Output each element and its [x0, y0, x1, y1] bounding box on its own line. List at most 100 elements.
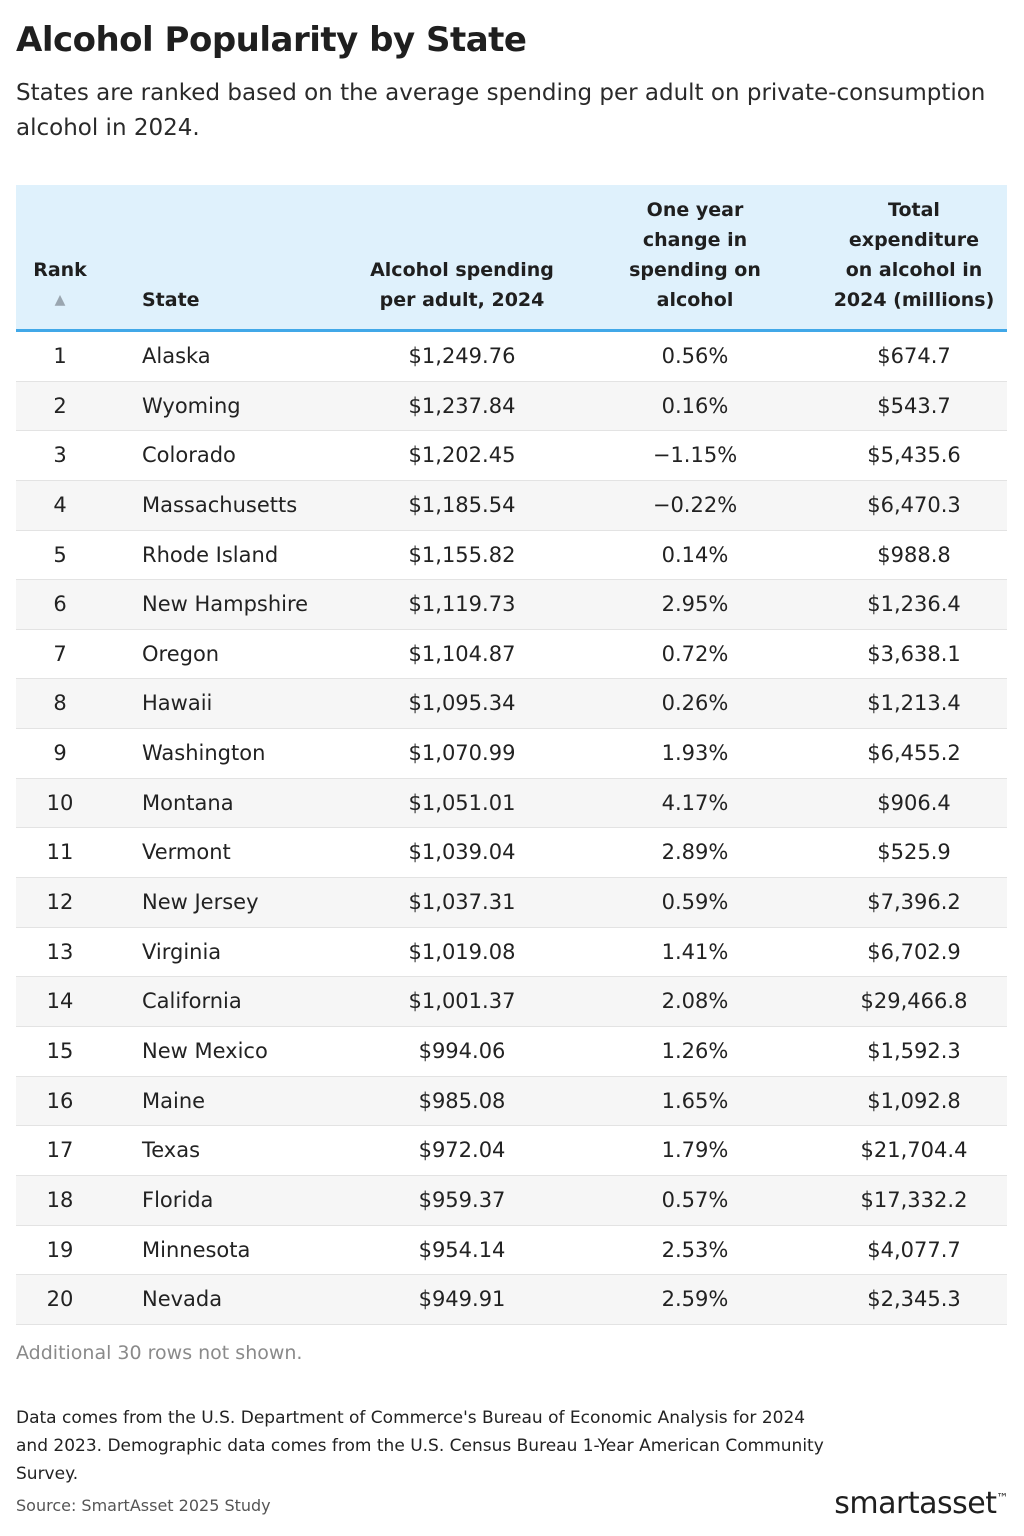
sort-ascending-icon[interactable]: ▲: [54, 292, 66, 308]
spending-cell: $1,202.45: [408, 443, 516, 468]
spending-cell: $1,237.84: [408, 393, 516, 418]
change-cell: 0.14%: [661, 542, 729, 567]
column-header-spending[interactable]: Alcohol spending per adult, 2024: [362, 255, 562, 315]
rank-cell: 17: [46, 1138, 74, 1163]
change-cell: 1.79%: [661, 1138, 729, 1163]
total-cell: $5,435.6: [867, 443, 961, 468]
change-cell: −1.15%: [652, 443, 738, 468]
spending-cell: $1,155.82: [408, 542, 516, 567]
state-cell: Alaska: [142, 344, 211, 368]
rank-cell: 6: [53, 592, 67, 617]
rank-cell: 18: [46, 1187, 74, 1212]
change-cell: −0.22%: [652, 492, 738, 517]
column-header-rank[interactable]: Rank ▲: [16, 255, 104, 315]
spending-cell: $1,019.08: [408, 939, 516, 964]
total-cell: $17,332.2: [860, 1187, 968, 1212]
table-row: 18 Florida $959.37 0.57% $17,332.2: [16, 1175, 1007, 1226]
table-row: 15 New Mexico $994.06 1.26% $1,592.3: [16, 1027, 1007, 1077]
total-header-line: Total: [888, 199, 940, 221]
more-rows-note: Additional 30 rows not shown.: [16, 1342, 303, 1364]
table-row: 3 Colorado $1,202.45 −1.15% $5,435.6: [16, 431, 1007, 481]
state-cell: New Jersey: [142, 890, 259, 915]
table-body: 1 Alaska $1,249.76 0.56% $674.7 2 Wyoming $1,23…: [16, 332, 1007, 1325]
change-header-line: alcohol: [656, 289, 734, 311]
table-row: 16 Maine $985.08 1.65% $1,092.8: [16, 1076, 1007, 1127]
rank-cell: 13: [46, 939, 74, 964]
rank-cell: 12: [46, 890, 74, 915]
state-cell: Texas: [142, 1138, 201, 1163]
total-cell: $674.7: [877, 344, 951, 368]
change-cell: 0.56%: [661, 344, 729, 368]
table-row: 11 Vermont $1,039.04 2.89% $525.9: [16, 828, 1007, 879]
spending-cell: $994.06: [418, 1038, 506, 1063]
state-cell: Colorado: [142, 443, 236, 468]
rank-cell: 11: [46, 840, 74, 865]
rank-cell: 9: [53, 741, 67, 766]
total-cell: $543.7: [877, 393, 951, 418]
spending-cell: $1,249.76: [408, 344, 516, 368]
total-cell: $988.8: [877, 542, 951, 567]
spend-header-line: per adult, 2024: [379, 289, 545, 311]
table-row: 8 Hawaii $1,095.34 0.26% $1,213.4: [16, 679, 1007, 730]
change-cell: 2.08%: [661, 989, 729, 1014]
change-cell: 4.17%: [661, 790, 729, 815]
rank-cell: 7: [53, 641, 67, 666]
rank-cell: 5: [53, 542, 67, 567]
total-cell: $525.9: [877, 840, 951, 865]
rank-cell: 14: [46, 989, 74, 1014]
spending-cell: $1,119.73: [408, 592, 516, 617]
column-header-change[interactable]: One year change in spending on alcohol: [600, 195, 790, 315]
change-cell: 0.57%: [661, 1187, 729, 1212]
change-cell: 1.41%: [661, 939, 729, 964]
table-row: 2 Wyoming $1,237.84 0.16% $543.7: [16, 381, 1007, 432]
state-cell: Vermont: [142, 840, 231, 865]
rank-cell: 1: [53, 344, 67, 368]
table-row: 4 Massachusetts $1,185.54 −0.22% $6,470.3: [16, 480, 1007, 531]
state-cell: Oregon: [142, 641, 220, 666]
change-cell: 1.65%: [661, 1088, 729, 1113]
methodology-note: Data comes from the U.S. Department of C…: [16, 1408, 824, 1484]
total-cell: $3,638.1: [867, 641, 961, 666]
spending-cell: $954.14: [418, 1237, 506, 1262]
spending-cell: $972.04: [418, 1138, 506, 1163]
state-cell: California: [142, 989, 242, 1014]
rank-cell: 20: [46, 1287, 74, 1312]
column-header-state[interactable]: State: [142, 289, 200, 311]
state-cell: Virginia: [142, 939, 222, 964]
state-cell: Washington: [142, 741, 266, 766]
total-cell: $906.4: [877, 790, 951, 815]
smartasset-logo: smartasset™: [834, 1486, 1008, 1521]
total-cell: $29,466.8: [860, 989, 968, 1014]
table-row: 1 Alaska $1,249.76 0.56% $674.7: [16, 332, 1007, 382]
rank-cell: 10: [46, 790, 74, 815]
spending-cell: $1,095.34: [408, 691, 516, 716]
spending-cell: $985.08: [418, 1088, 506, 1113]
table-row: 10 Montana $1,051.01 4.17% $906.4: [16, 778, 1007, 829]
table-row: 12 New Jersey $1,037.31 0.59% $7,396.2: [16, 878, 1007, 928]
spending-cell: $1,037.31: [408, 890, 516, 915]
rank-cell: 15: [46, 1038, 74, 1063]
change-cell: 0.26%: [661, 691, 729, 716]
state-cell: Maine: [142, 1088, 206, 1113]
table-header: Rank ▲ State Alcohol spending per adult,…: [16, 185, 1007, 332]
total-header-line: expenditure: [848, 229, 980, 251]
change-cell: 1.26%: [661, 1038, 729, 1063]
rank-cell: 3: [53, 443, 67, 468]
state-cell: New Mexico: [142, 1038, 268, 1063]
rank-cell: 4: [53, 492, 67, 517]
rank-cell: 8: [53, 691, 67, 716]
state-cell: Nevada: [142, 1287, 223, 1312]
chart-title: Alcohol Popularity by State: [16, 20, 527, 60]
spending-cell: $959.37: [418, 1187, 506, 1212]
total-cell: $1,213.4: [867, 691, 961, 716]
state-cell: New Hampshire: [142, 592, 309, 617]
spending-cell: $1,051.01: [408, 790, 516, 815]
table-row: 9 Washington $1,070.99 1.93% $6,455.2: [16, 729, 1007, 779]
spending-cell: $1,039.04: [408, 840, 516, 865]
table-row: 5 Rhode Island $1,155.82 0.14% $988.8: [16, 531, 1007, 581]
total-header-line: on alcohol in: [845, 259, 983, 281]
spending-cell: $1,070.99: [408, 741, 516, 766]
table-row: 13 Virginia $1,019.08 1.41% $6,702.9: [16, 928, 1007, 978]
column-header-total[interactable]: Total expenditure on alcohol in 2024 (mi…: [816, 195, 1012, 315]
state-cell: Hawaii: [142, 691, 213, 716]
